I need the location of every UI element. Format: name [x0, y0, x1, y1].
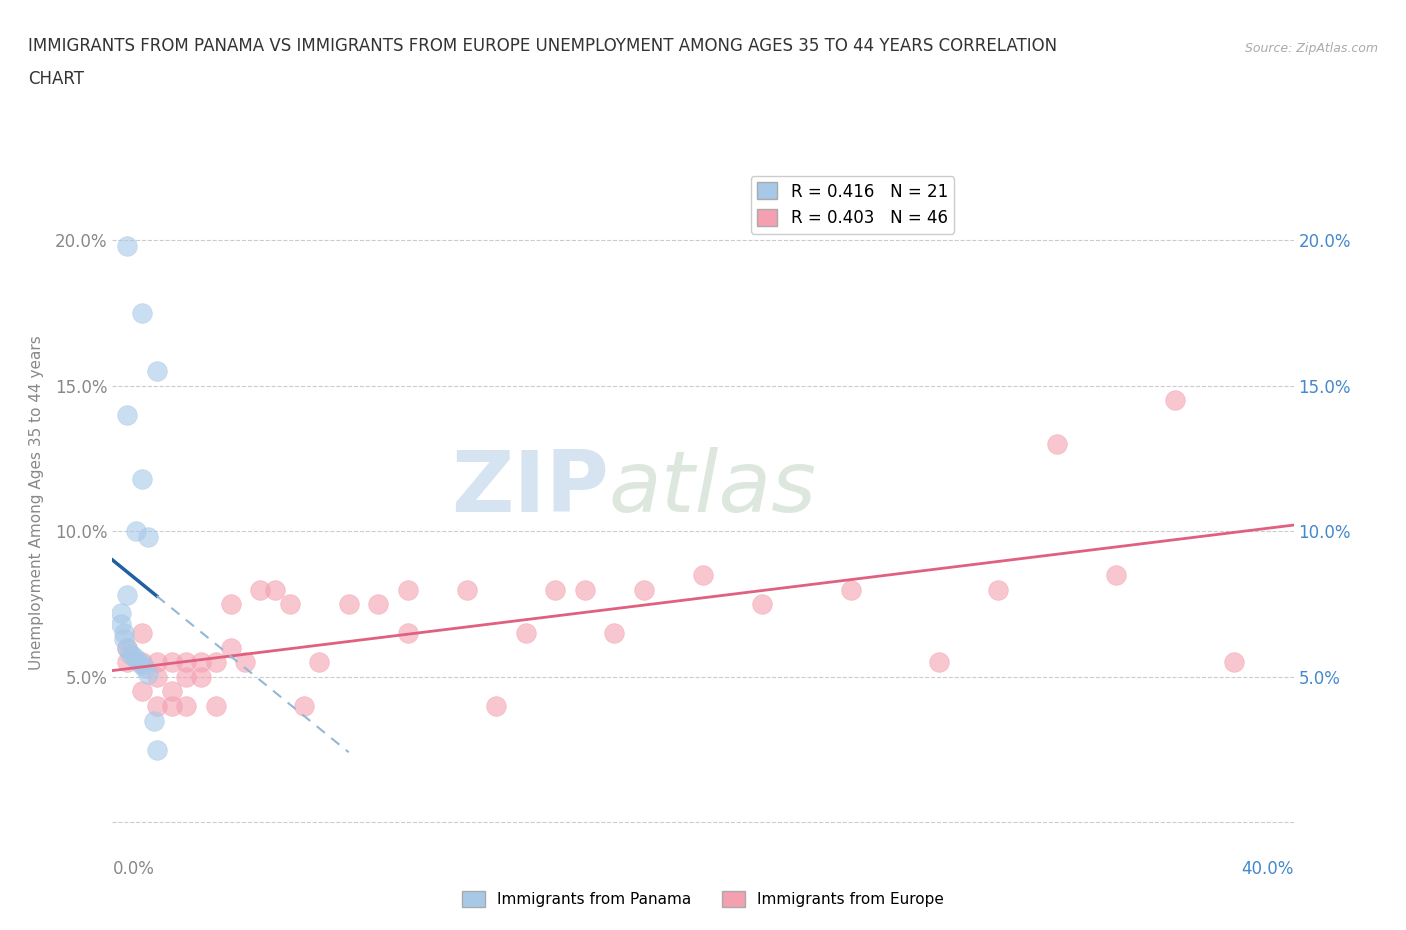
Point — [160, 698, 183, 713]
Point — [337, 597, 360, 612]
Point — [110, 617, 132, 631]
Point — [146, 742, 169, 757]
Point — [117, 641, 138, 656]
Point — [125, 524, 148, 538]
Point — [117, 588, 138, 603]
Point — [125, 652, 148, 667]
Point — [112, 631, 135, 646]
Point — [633, 582, 655, 597]
Point — [174, 655, 197, 670]
Point — [142, 713, 165, 728]
Point — [131, 306, 153, 321]
Point — [110, 605, 132, 620]
Point — [839, 582, 862, 597]
Point — [131, 658, 153, 672]
Text: ZIP: ZIP — [451, 447, 609, 530]
Legend: R = 0.416   N = 21, R = 0.403   N = 46: R = 0.416 N = 21, R = 0.403 N = 46 — [751, 176, 955, 233]
Point — [131, 655, 153, 670]
Point — [367, 597, 389, 612]
Point — [485, 698, 508, 713]
Point — [219, 641, 242, 656]
Point — [396, 582, 419, 597]
Point — [122, 649, 145, 664]
Point — [174, 698, 197, 713]
Text: IMMIGRANTS FROM PANAMA VS IMMIGRANTS FROM EUROPE UNEMPLOYMENT AMONG AGES 35 TO 4: IMMIGRANTS FROM PANAMA VS IMMIGRANTS FRO… — [28, 37, 1057, 55]
Point — [1105, 567, 1128, 582]
Point — [190, 670, 212, 684]
Point — [190, 655, 212, 670]
Point — [136, 667, 159, 682]
Text: 0.0%: 0.0% — [112, 860, 155, 878]
Point — [574, 582, 596, 597]
Point — [456, 582, 478, 597]
Point — [292, 698, 315, 713]
Point — [603, 626, 626, 641]
Point — [233, 655, 256, 670]
Y-axis label: Unemployment Among Ages 35 to 44 years: Unemployment Among Ages 35 to 44 years — [30, 335, 44, 670]
Point — [117, 407, 138, 422]
Text: 40.0%: 40.0% — [1241, 860, 1294, 878]
Point — [117, 655, 138, 670]
Point — [131, 626, 153, 641]
Point — [117, 641, 138, 656]
Point — [134, 660, 156, 675]
Point — [160, 684, 183, 698]
Point — [146, 364, 169, 379]
Point — [278, 597, 301, 612]
Point — [131, 684, 153, 698]
Point — [1223, 655, 1246, 670]
Text: atlas: atlas — [609, 447, 817, 530]
Point — [219, 597, 242, 612]
Point — [120, 646, 142, 661]
Point — [308, 655, 330, 670]
Point — [146, 670, 169, 684]
Point — [131, 472, 153, 486]
Point — [205, 698, 228, 713]
Text: Source: ZipAtlas.com: Source: ZipAtlas.com — [1244, 42, 1378, 55]
Point — [146, 698, 169, 713]
Point — [205, 655, 228, 670]
Point — [396, 626, 419, 641]
Point — [174, 670, 197, 684]
Text: CHART: CHART — [28, 70, 84, 87]
Point — [692, 567, 714, 582]
Point — [112, 626, 135, 641]
Point — [515, 626, 537, 641]
Point — [136, 530, 159, 545]
Point — [751, 597, 773, 612]
Point — [249, 582, 271, 597]
Point — [160, 655, 183, 670]
Point — [264, 582, 287, 597]
Point — [928, 655, 950, 670]
Point — [117, 239, 138, 254]
Point — [1164, 392, 1187, 407]
Legend: Immigrants from Panama, Immigrants from Europe: Immigrants from Panama, Immigrants from … — [456, 884, 950, 913]
Point — [1046, 436, 1069, 451]
Point — [146, 655, 169, 670]
Point — [987, 582, 1010, 597]
Point — [544, 582, 567, 597]
Point — [128, 655, 150, 670]
